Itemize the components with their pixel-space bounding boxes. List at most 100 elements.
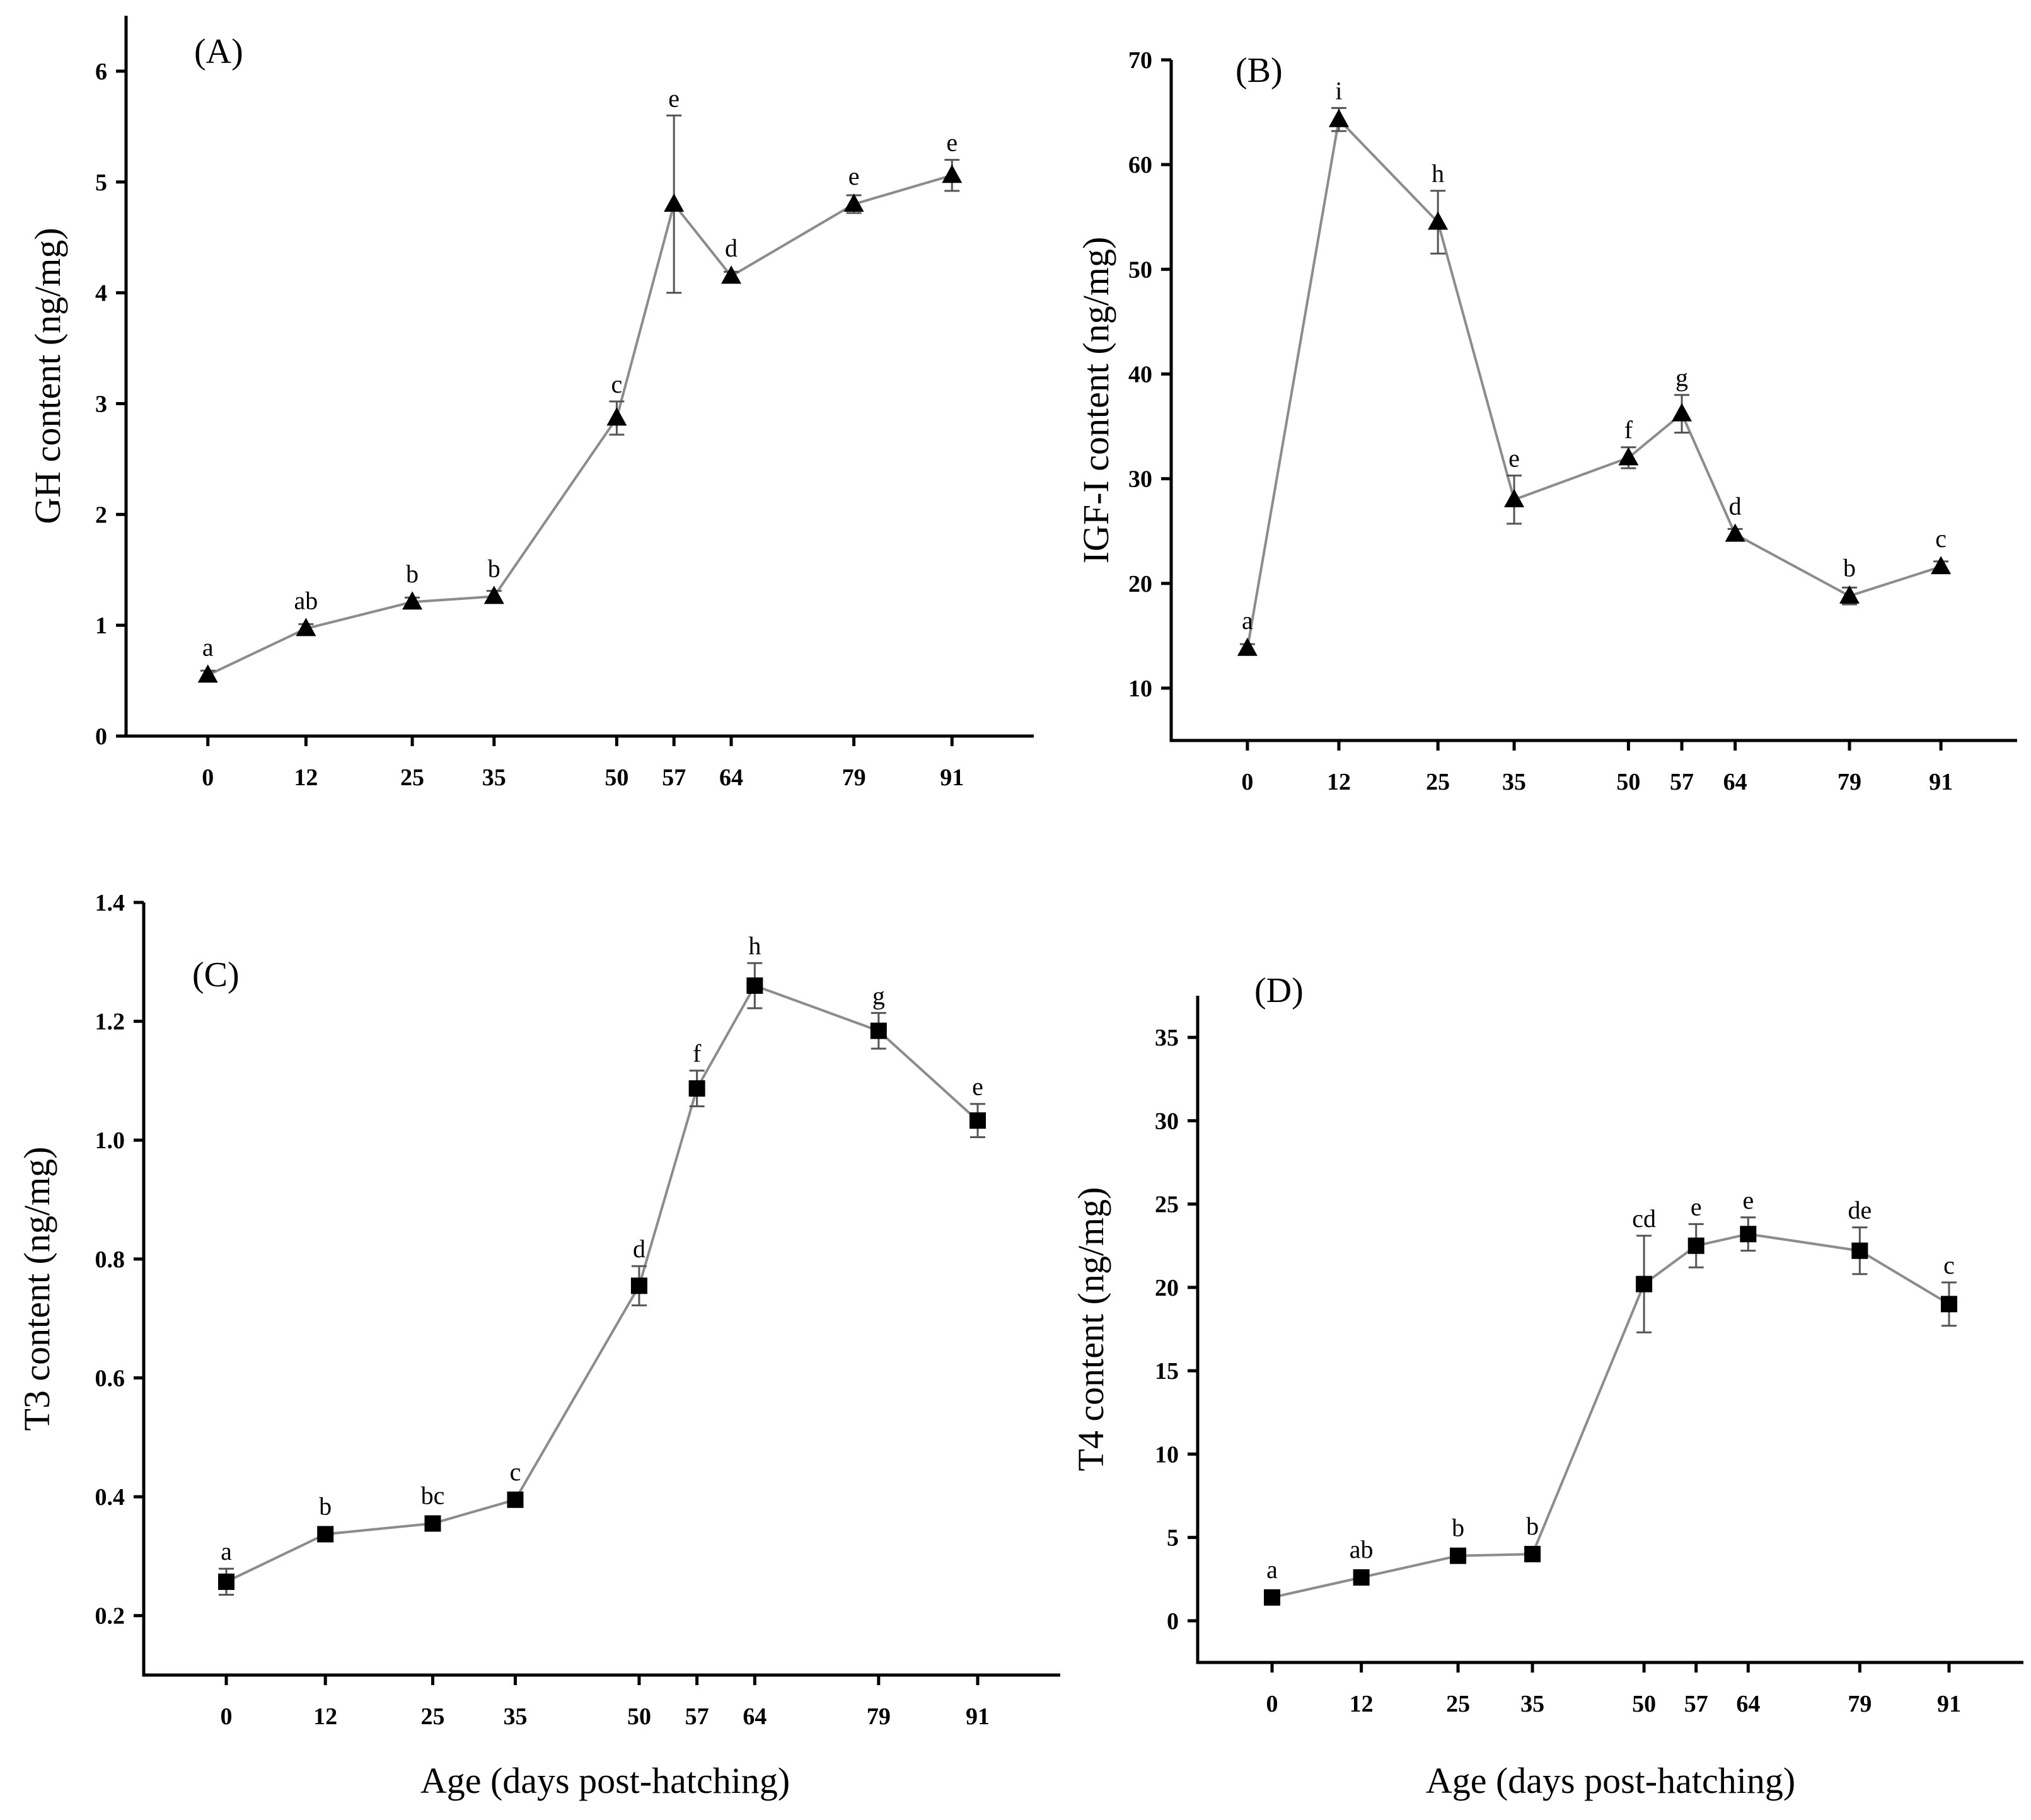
significance-label: b	[1452, 1514, 1464, 1542]
data-point-triangle	[402, 591, 423, 610]
x-tick-label: 50	[605, 764, 628, 791]
significance-label: bc	[421, 1482, 445, 1510]
y-tick-label: 40	[1128, 361, 1152, 388]
panel-label: (D)	[1254, 971, 1304, 1010]
x-tick-label: 25	[1446, 1691, 1470, 1717]
significance-label: c	[1935, 524, 1947, 553]
significance-label: e	[1691, 1192, 1702, 1221]
significance-label: c	[611, 370, 622, 398]
data-point-square	[1353, 1569, 1370, 1586]
data-point-square	[746, 977, 763, 994]
x-tick-label: 64	[743, 1703, 767, 1730]
x-tick-label: 12	[294, 764, 318, 791]
data-point-square	[1851, 1242, 1868, 1259]
significance-label: f	[693, 1039, 702, 1068]
data-point-triangle	[942, 164, 963, 183]
x-tick-label: 79	[1837, 769, 1861, 795]
x-tick-label: 0	[202, 764, 214, 791]
panel-c: 0.2 0.4 0.6 0.8 1.0 1.2 1.4 0 12 25 35 50 57 64 79 91 T3…	[16, 890, 1060, 1801]
significance-label: d	[633, 1235, 645, 1263]
data-point-triangle	[1725, 523, 1745, 542]
significance-label: ab	[294, 586, 318, 614]
y-tick-label: 1	[95, 613, 107, 639]
significance-label: ab	[1350, 1535, 1374, 1564]
significance-label: a	[1266, 1555, 1278, 1584]
x-tick-label: 79	[1848, 1691, 1872, 1717]
data-point-triangle	[664, 193, 685, 212]
significance-label: e	[1508, 444, 1520, 473]
y-tick-label: 4	[95, 280, 107, 307]
x-axis-title: Age (days post-hatching)	[420, 1760, 790, 1801]
significance-label: g	[872, 981, 885, 1010]
significance-label: a	[1242, 606, 1253, 635]
data-point-square	[217, 1573, 234, 1590]
data-point-triangle	[1839, 585, 1860, 604]
y-tick-label: 60	[1128, 152, 1152, 178]
data-point-triangle	[1504, 488, 1525, 507]
x-tick-label: 64	[1723, 769, 1747, 795]
x-tick-label: 57	[685, 1703, 709, 1730]
y-tick-label: 6	[95, 59, 107, 85]
data-point-square	[424, 1515, 441, 1532]
data-point-square	[870, 1022, 887, 1039]
y-axis-title: GH content (ng/mg)	[27, 228, 68, 524]
y-tick-label: 1.4	[95, 890, 125, 916]
significance-label: h	[1432, 159, 1444, 188]
series-line	[1271, 1233, 1950, 1599]
y-tick-label: 20	[1128, 571, 1152, 597]
y-tick-label: 20	[1155, 1275, 1179, 1301]
y-tick-label: 3	[95, 391, 107, 417]
y-tick-label: 35	[1155, 1025, 1179, 1051]
significance-label: e	[1742, 1186, 1754, 1214]
x-tick-label: 12	[313, 1703, 337, 1730]
x-tick-label: 25	[400, 764, 424, 791]
x-tick-label: 0	[1266, 1691, 1278, 1717]
data-point-triangle	[1328, 108, 1349, 127]
significance-label: e	[972, 1073, 983, 1101]
x-tick-label: 12	[1350, 1691, 1374, 1717]
x-tick-label: 91	[1929, 769, 1953, 795]
y-tick-label: 0.6	[95, 1365, 125, 1391]
x-tick-label: 35	[1502, 769, 1526, 795]
panel-label: (C)	[192, 955, 240, 994]
x-tick-label: 64	[719, 764, 743, 791]
y-tick-label: 30	[1128, 466, 1152, 493]
y-tick-label: 1.0	[95, 1127, 125, 1154]
series-line	[226, 984, 979, 1583]
significance-label: b	[1843, 554, 1856, 582]
significance-label: i	[1335, 76, 1342, 105]
significance-label: f	[1624, 415, 1633, 444]
panel-d: 0 5 10 15 20 25 30 35 0 12 25 35 50 57 64 79 91 T4 conten…	[1070, 971, 2023, 1801]
x-tick-label: 35	[1520, 1691, 1544, 1717]
data-point-triangle	[1618, 447, 1639, 466]
significance-label: b	[319, 1492, 332, 1520]
significance-label: e	[668, 84, 680, 112]
x-tick-label: 57	[662, 764, 686, 791]
y-tick-label: 15	[1155, 1358, 1179, 1385]
axes-c	[142, 902, 1060, 1677]
data-point-square	[1264, 1589, 1281, 1606]
x-tick-label: 0	[220, 1703, 232, 1730]
y-axis-title: IGF-I content (ng/mg)	[1075, 237, 1116, 564]
x-tick-label: 12	[1327, 769, 1351, 795]
data-point-triangle	[483, 585, 504, 604]
data-point-triangle	[197, 664, 218, 683]
data-point-square	[969, 1112, 987, 1129]
x-tick-label: 50	[1616, 769, 1640, 795]
x-tick-label: 35	[482, 764, 506, 791]
x-axis-title: Age (days post-hatching)	[1426, 1760, 1795, 1801]
data-point-square	[1524, 1546, 1541, 1563]
x-tick-label: 25	[420, 1703, 444, 1730]
significance-label: g	[1675, 364, 1688, 392]
data-point-square	[688, 1080, 705, 1097]
x-tick-label: 57	[1684, 1691, 1708, 1717]
significance-label: d	[725, 234, 738, 262]
y-tick-label: 0.2	[95, 1603, 125, 1630]
panel-label: (A)	[194, 32, 243, 71]
data-point-triangle	[721, 265, 741, 284]
significance-label: c	[510, 1458, 521, 1486]
y-tick-label: 10	[1128, 676, 1152, 702]
y-tick-label: 70	[1128, 47, 1152, 74]
